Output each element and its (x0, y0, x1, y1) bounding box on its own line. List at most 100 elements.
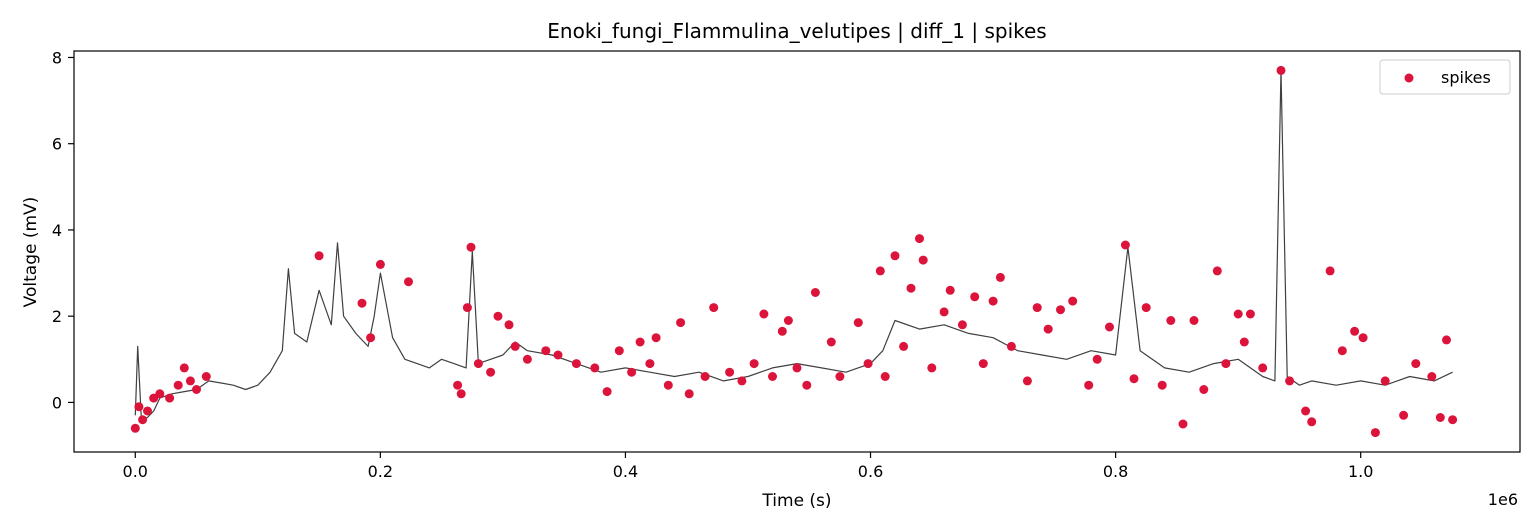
spike-point (970, 292, 980, 302)
spike-point (651, 333, 661, 343)
spike-point (1370, 428, 1380, 438)
spike-point (700, 372, 710, 381)
spike-point (179, 363, 189, 373)
x-tick-label: 1.0 (1348, 462, 1373, 481)
spike-point (853, 318, 863, 328)
spike-point (462, 303, 472, 313)
spike-point (927, 363, 937, 373)
spike-point (880, 372, 890, 381)
x-axis-scale-label: 1e6 (1488, 490, 1518, 509)
spike-point (995, 272, 1005, 282)
spike-point (1212, 266, 1222, 276)
spike-point (192, 385, 201, 394)
y-tick-label: 8 (52, 48, 62, 67)
spike-point (737, 376, 747, 386)
spike-point (466, 242, 476, 252)
spike-point (134, 402, 144, 412)
spike-point (1068, 296, 1078, 306)
spike-point (1189, 316, 1199, 325)
spike-point (453, 380, 463, 390)
chart-title: Enoki_fungi_Flammulina_velutipes | diff_… (547, 19, 1046, 43)
spike-point (1276, 65, 1286, 75)
spike-point (835, 372, 845, 381)
spike-point (504, 320, 514, 330)
y-tick-label: 6 (52, 135, 62, 154)
spike-point (663, 380, 673, 390)
y-tick-label: 4 (52, 221, 62, 240)
axes: 0.0 0.2 0.4 0.6 0.8 1.0 0 2 4 6 8 (52, 48, 1521, 481)
spike-point (709, 303, 719, 313)
spike-point (826, 337, 836, 347)
spike-point (1399, 410, 1409, 420)
spike-point (915, 234, 924, 244)
spike-point (749, 359, 759, 369)
spike-point (645, 359, 655, 369)
spike-point (1442, 335, 1451, 345)
legend-spikes-marker (1404, 73, 1414, 83)
spike-point (1380, 376, 1390, 386)
spike-point (725, 367, 735, 377)
spike-point (1120, 240, 1130, 250)
spike-point (602, 387, 612, 397)
plot-frame (73, 50, 1521, 453)
spike-point (1239, 337, 1249, 347)
spike-point (1233, 309, 1243, 319)
spike-point (165, 393, 175, 403)
spike-point (1258, 363, 1268, 373)
spike-point (590, 363, 600, 373)
spike-point (1022, 376, 1032, 386)
spike-point (1285, 376, 1295, 386)
spike-point (185, 376, 195, 386)
spike-point (1448, 415, 1458, 425)
spike-point (939, 307, 949, 317)
spike-point (1105, 322, 1114, 332)
x-tick-label: 0.4 (613, 462, 638, 481)
spike-point (1043, 324, 1053, 334)
spike-point (522, 354, 532, 364)
spike-point (1092, 354, 1102, 364)
spike-point (614, 346, 624, 356)
legend: spikes (1379, 59, 1511, 95)
spike-point (473, 359, 483, 369)
x-tick-label: 0.6 (858, 462, 883, 481)
spike-point (314, 251, 324, 261)
x-tick-label: 0.0 (123, 462, 148, 481)
x-tick-label: 0.8 (1103, 462, 1128, 481)
spike-point (918, 255, 928, 265)
spike-point (456, 389, 466, 399)
spike-point (155, 389, 165, 399)
y-tick-label: 0 (52, 393, 62, 412)
spike-point (375, 259, 385, 269)
spike-point (899, 341, 909, 351)
spike-point (486, 367, 496, 377)
spike-point (627, 367, 637, 377)
spike-point (810, 288, 820, 297)
spike-point (863, 359, 873, 369)
spike-point (1325, 266, 1335, 276)
spike-point (978, 359, 988, 369)
spike-point (541, 346, 551, 356)
spike-point (138, 415, 148, 425)
spike-point (1141, 303, 1151, 313)
spike-point (1350, 326, 1360, 336)
spike-point (201, 372, 211, 381)
spike-point (1084, 380, 1094, 390)
spike-point (802, 380, 812, 390)
spike-point (759, 309, 769, 319)
spike-point (1157, 380, 1167, 390)
x-tick-label: 0.2 (368, 462, 393, 481)
y-tick-label: 2 (52, 307, 62, 326)
spike-point (510, 341, 520, 351)
spike-point (988, 296, 998, 306)
spike-point (635, 337, 645, 347)
spike-point (130, 423, 140, 433)
spike-point (1427, 372, 1437, 381)
spike-point (553, 350, 563, 360)
spike-point (875, 266, 885, 276)
spike-point (676, 318, 686, 328)
spike-point (1435, 413, 1445, 422)
spike-point (1199, 385, 1209, 394)
spike-point (957, 320, 967, 330)
spike-point (1056, 305, 1065, 315)
